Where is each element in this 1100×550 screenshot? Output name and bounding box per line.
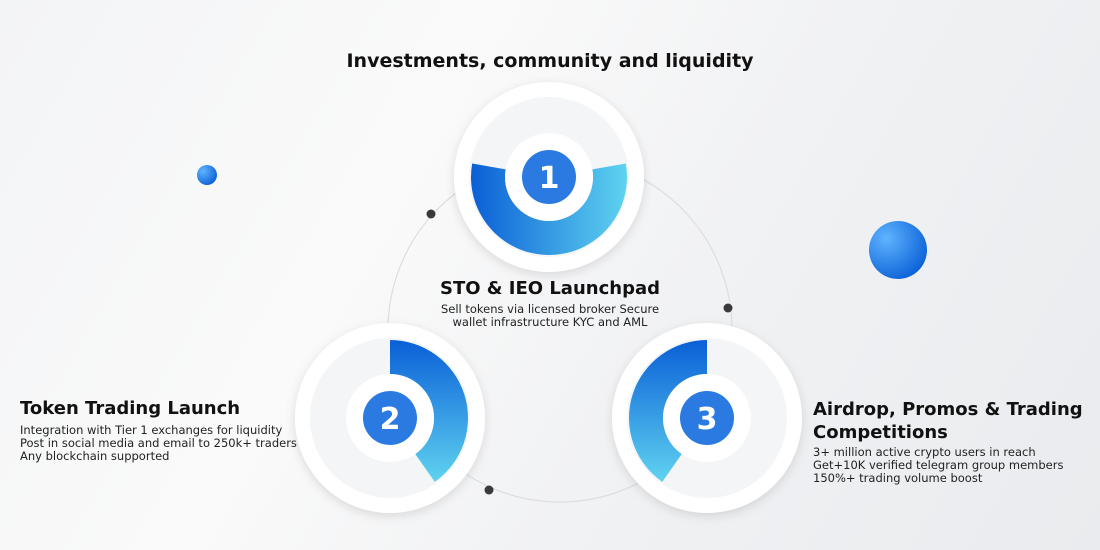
connector-dot [723,303,733,313]
progress-arc [471,163,627,255]
step-2-line: Integration with Tier 1 exchanges for li… [20,423,283,437]
step-1-node: 1 [454,82,644,272]
step-3-node: 3 [612,323,802,513]
step-2-line: Any blockchain supported [20,449,170,463]
step-3-description: 3+ million active crypto users in reach … [813,446,1063,485]
page-title: Investments, community and liquidity [346,50,754,72]
step-2-title: Token Trading Launch [20,398,241,419]
step-1-description: Sell tokens via licensed broker Secure w… [380,303,720,329]
number-badge [522,150,576,204]
progress-arc [629,340,707,482]
step-number: 2 [380,402,401,437]
number-badge [363,391,417,445]
step-2-description: Integration with Tier 1 exchanges for li… [20,424,297,463]
step-3-line: 3+ million active crypto users in reach [813,445,1036,459]
step-3-line: Get+10K verified telegram group members [813,458,1064,472]
step-number: 1 [539,161,560,196]
connector-dot [426,209,436,219]
decor-ball-small [197,165,217,185]
step-1-line: Sell tokens via licensed broker Secure [440,302,660,316]
decor-ball-large [869,221,927,279]
step-2-line: Post in social media and email to 250k+ … [20,436,297,450]
step-3-title: Airdrop, Promos & Trading Competitions [813,399,1083,443]
number-badge [680,391,734,445]
step-2-node: 2 [295,323,485,513]
connector-dot [484,485,494,495]
step-1-title: STO & IEO Launchpad [440,278,660,299]
step-3-line: 150%+ trading volume boost [813,471,983,485]
step-number: 3 [697,402,718,437]
progress-arc [390,340,468,482]
step-1-line: wallet infrastructure KYC and AML [452,315,648,329]
